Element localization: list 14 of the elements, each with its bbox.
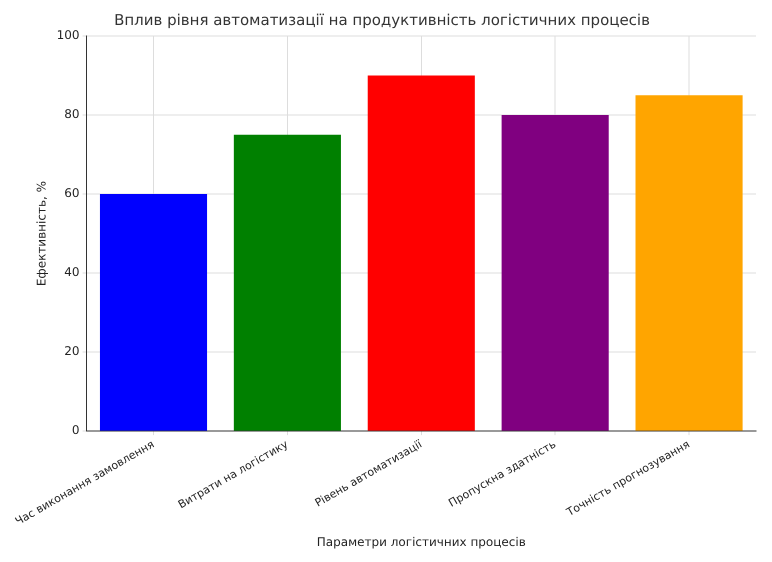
bar [502,115,609,431]
bar [100,194,208,431]
y-tick-label: 40 [64,265,80,280]
bar [368,76,475,431]
x-axis-title: Параметри логістичних процесів [316,534,526,549]
y-tick-label: 60 [64,186,80,200]
y-tick-label: 20 [64,344,80,358]
y-tick-label: 100 [56,28,80,42]
bar [234,134,341,431]
chart-title: Вплив рівня автоматизації на продуктивність логістичних процесів [114,10,650,29]
y-axis-title: Ефективність, % [34,180,49,286]
y-tick-label: 80 [64,107,80,122]
bar [636,95,743,431]
y-tick-label: 0 [72,423,80,438]
